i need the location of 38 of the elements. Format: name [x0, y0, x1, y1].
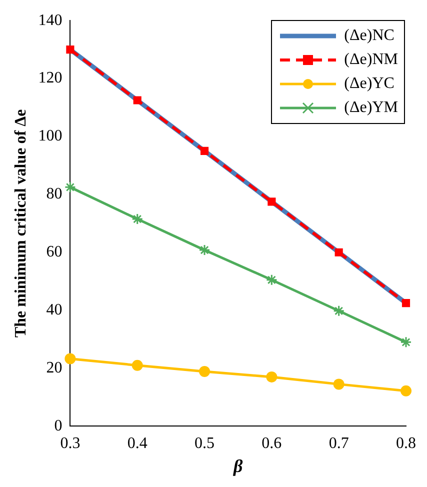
y-tick-label: 120 — [38, 70, 62, 87]
point — [268, 198, 276, 206]
point — [66, 46, 74, 54]
point — [132, 360, 143, 371]
point — [132, 213, 144, 225]
point — [333, 305, 345, 317]
point — [266, 371, 278, 382]
point — [400, 385, 412, 396]
point — [334, 248, 343, 256]
y-tick-label: 40 — [46, 302, 62, 319]
legend-label: (Δe)YC — [344, 75, 394, 93]
x-axis-title: β — [232, 456, 244, 476]
x-tick-label: 0.7 — [328, 435, 349, 452]
point — [200, 146, 209, 156]
legend-label: (Δe)YM — [344, 99, 398, 117]
point — [199, 366, 210, 377]
x-tick-label: 0.4 — [127, 435, 148, 452]
y-tick-label: 140 — [38, 12, 62, 29]
point — [64, 353, 76, 364]
point — [400, 336, 412, 348]
x-tick-label: 0.6 — [262, 435, 282, 452]
y-tick-label: 60 — [46, 244, 62, 261]
point — [64, 181, 76, 193]
point — [333, 378, 344, 390]
x-tick-label: 0.5 — [194, 435, 215, 452]
y-tick-label: 0 — [54, 417, 62, 434]
point — [266, 274, 278, 286]
y-tick-label: 100 — [38, 128, 62, 145]
point — [402, 299, 410, 308]
y-tick-label: 20 — [46, 359, 62, 376]
y-axis-title: The minimum critical value of Δe — [12, 109, 30, 338]
y-tick-label: 80 — [46, 186, 62, 203]
legend-label: (Δe)NC — [344, 27, 394, 45]
point — [133, 96, 142, 104]
legend-label: (Δe)NM — [344, 51, 398, 69]
point — [198, 244, 210, 256]
x-tick-label: 0.3 — [60, 435, 80, 452]
x-tick-label: 0.8 — [396, 435, 416, 452]
